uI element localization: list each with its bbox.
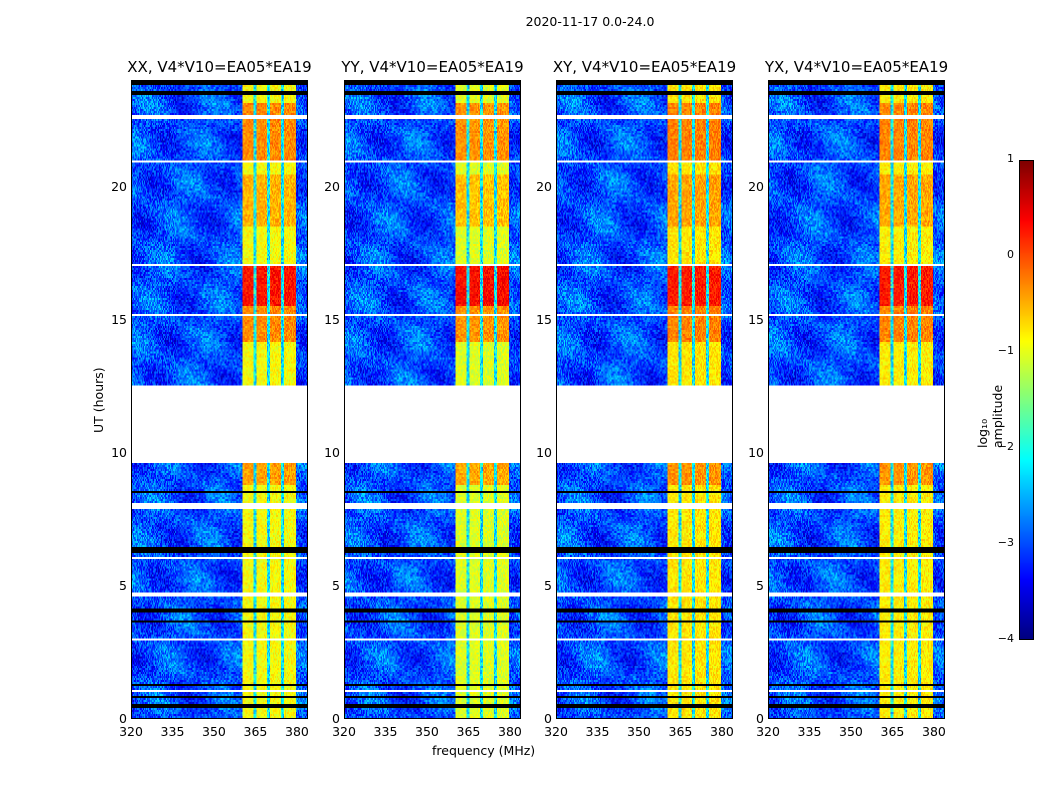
x-tick-label: 320	[544, 724, 568, 739]
x-tick-label: 335	[585, 724, 610, 739]
y-tick-label: 15	[324, 311, 340, 327]
x-tick-label: 335	[797, 724, 822, 739]
x-tick-label: 365	[880, 724, 905, 739]
colorbar-label: log₁₀ amplitude	[975, 384, 1005, 448]
heatmap-cells	[345, 81, 520, 718]
y-tick-label: 15	[748, 311, 764, 327]
heatmap-cells	[769, 81, 944, 718]
x-tick-label: 380	[498, 724, 522, 739]
waterfall-panel	[131, 80, 308, 719]
colorbar-tick-label: 0	[1007, 248, 1014, 261]
x-tick-label: 380	[922, 724, 946, 739]
heatmap-cells	[557, 81, 732, 718]
y-tick-label: 5	[544, 577, 552, 593]
y-tick-label: 10	[536, 444, 552, 460]
y-tick-label: 5	[332, 577, 340, 593]
panel-title: YX, V4*V10=EA05*EA19	[764, 58, 949, 76]
y-tick-label: 10	[748, 444, 764, 460]
y-tick-label: 20	[111, 178, 127, 194]
x-tick-label: 335	[160, 724, 185, 739]
y-tick-label: 5	[756, 577, 764, 593]
x-tick-label: 350	[415, 724, 439, 739]
colorbar-tick-label: −3	[997, 536, 1014, 549]
colorbar-tick-label: −2	[997, 440, 1014, 453]
y-tick-label: 10	[111, 444, 127, 460]
colorbar	[1019, 160, 1034, 640]
y-tick-label: 20	[748, 178, 764, 194]
x-tick-label: 320	[119, 724, 143, 739]
heatmap-cells	[132, 81, 307, 718]
x-tick-label: 380	[285, 724, 309, 739]
x-tick-label: 365	[456, 724, 481, 739]
x-tick-label: 380	[710, 724, 734, 739]
waterfall-panel	[768, 80, 945, 719]
y-tick-label: 15	[536, 311, 552, 327]
panel-title: XX, V4*V10=EA05*EA19	[127, 58, 312, 76]
y-tick-label: 0	[544, 711, 552, 726]
x-tick-label: 350	[202, 724, 226, 739]
y-tick-label: 0	[119, 711, 127, 726]
y-tick-label: 0	[756, 711, 764, 726]
y-tick-label: 20	[324, 178, 340, 194]
colorbar-tick-label: −1	[997, 344, 1014, 357]
y-tick-label: 10	[324, 444, 340, 460]
x-tick-label: 335	[373, 724, 398, 739]
waterfall-panel	[556, 80, 733, 719]
y-tick-label: 20	[536, 178, 552, 194]
x-axis-label: frequency (MHz)	[432, 743, 536, 758]
y-tick-label: 15	[111, 311, 127, 327]
colorbar-tick-label: 1	[1007, 152, 1014, 165]
y-tick-label: 0	[332, 711, 340, 726]
figure-title: 2020-11-17 0.0-24.0	[525, 14, 655, 29]
x-tick-label: 365	[668, 724, 693, 739]
panel-title: YY, V4*V10=EA05*EA19	[341, 58, 524, 76]
x-tick-label: 320	[756, 724, 780, 739]
colorbar-tick-label: −4	[997, 632, 1014, 645]
x-tick-label: 350	[627, 724, 651, 739]
x-tick-label: 350	[839, 724, 863, 739]
y-axis-label: UT (hours)	[91, 367, 106, 433]
y-tick-label: 5	[119, 577, 127, 593]
panel-title: XY, V4*V10=EA05*EA19	[552, 58, 737, 76]
x-tick-label: 320	[332, 724, 356, 739]
x-tick-label: 365	[243, 724, 268, 739]
waterfall-panel	[344, 80, 521, 719]
